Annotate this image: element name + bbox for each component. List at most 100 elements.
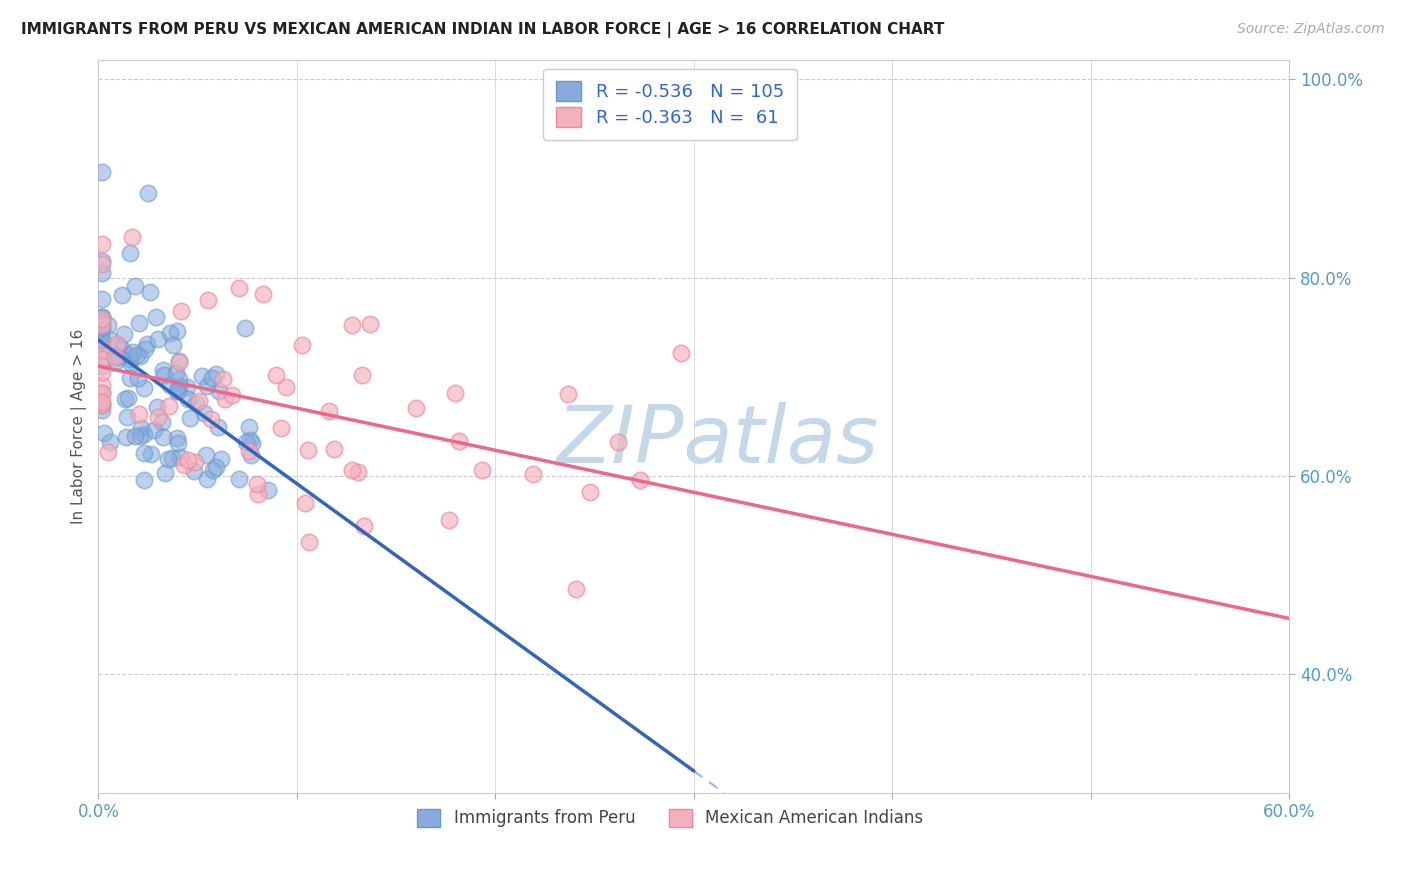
Point [169,379,191,393]
Point [132,473,155,487]
Point [112,326,135,341]
Point [184,455,207,469]
Point [195,379,218,393]
Point [195,472,218,486]
Point [120,371,142,385]
Point [565,582,588,596]
Point [240,436,263,450]
Point [170,303,193,318]
Point [114,392,136,407]
Point [91,322,114,336]
Point [162,450,184,465]
Point [97,444,120,458]
Point [246,487,269,501]
Point [270,421,292,435]
Point [449,434,471,448]
Point [342,318,364,333]
Point [128,407,150,421]
Point [167,384,190,398]
Point [246,477,269,491]
Point [124,278,146,293]
Point [238,433,260,447]
Point [165,366,187,380]
Text: Source: ZipAtlas.com: Source: ZipAtlas.com [1237,22,1385,37]
Point [111,287,134,301]
Point [228,281,250,295]
Text: ZIPatlas: ZIPatlas [557,401,879,480]
Point [297,443,319,458]
Point [91,402,114,417]
Point [159,377,181,392]
Point [157,399,180,413]
Point [169,450,191,464]
Point [201,370,224,384]
Point [91,318,114,332]
Point [152,363,174,377]
Point [238,444,260,458]
Point [117,391,139,405]
Point [93,425,115,440]
Point [212,372,235,386]
Point [176,380,198,394]
Point [187,394,209,409]
Point [145,310,167,325]
Point [200,412,222,426]
Point [111,342,134,356]
Point [108,350,131,364]
Point [471,463,494,477]
Point [152,430,174,444]
Point [628,473,651,487]
Point [91,334,114,348]
Point [105,337,128,351]
Point [197,293,219,307]
Point [209,452,232,467]
Y-axis label: In Labor Force | Age > 16: In Labor Force | Age > 16 [72,328,87,524]
Point [347,466,370,480]
Point [129,428,152,442]
Point [176,453,198,467]
Point [98,333,121,347]
Point [121,230,143,244]
Point [136,186,159,200]
Point [276,379,298,393]
Point [405,401,427,415]
Point [91,164,114,178]
Point [437,513,460,527]
Point [233,321,256,335]
Point [557,387,579,401]
Point [205,368,228,382]
Point [214,392,236,406]
Point [444,386,467,401]
Point [91,352,114,367]
Point [148,332,170,346]
Point [522,467,544,482]
Point [120,352,142,367]
Point [124,429,146,443]
Point [177,392,200,406]
Point [221,388,243,402]
Point [152,368,174,383]
Point [134,427,156,442]
Point [91,359,114,373]
Point [91,344,114,359]
Point [91,333,114,347]
Point [195,448,218,462]
Point [353,519,375,533]
Point [91,377,114,392]
Point [91,257,114,271]
Point [91,292,114,306]
Point [166,324,188,338]
Point [167,372,190,386]
Point [318,403,340,417]
Point [91,236,114,251]
Point [91,386,114,401]
Point [240,448,263,462]
Point [323,442,346,456]
Point [191,368,214,383]
Point [127,348,149,362]
Point [202,463,225,477]
Point [118,246,141,260]
Point [91,398,114,412]
Point [107,339,129,353]
Point [238,420,260,434]
